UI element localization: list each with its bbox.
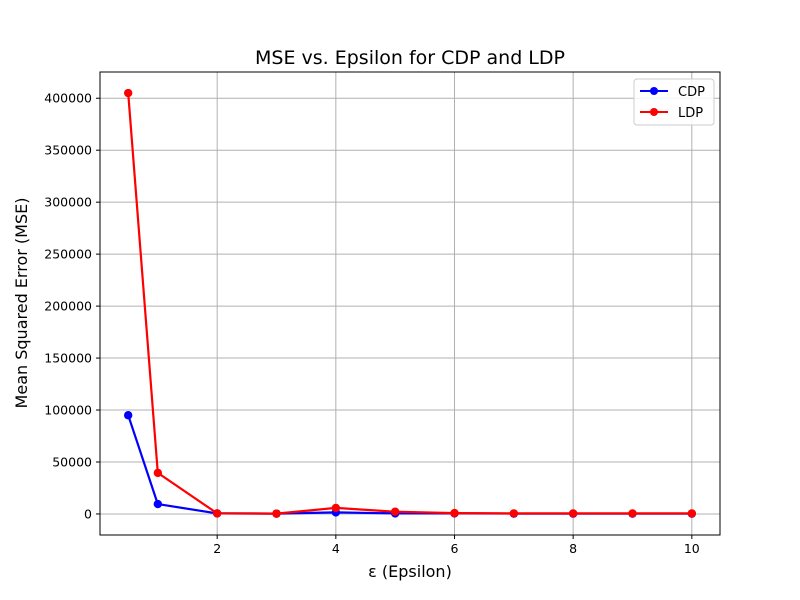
legend: CDP LDP xyxy=(633,78,715,126)
ldp-data-point xyxy=(123,88,133,98)
y-axis-title: Mean Squared Error (MSE) xyxy=(12,198,31,409)
grid-layer xyxy=(100,72,720,535)
ldp-data-point xyxy=(331,503,341,513)
plot-area-frame xyxy=(99,71,721,536)
ldp-data-point xyxy=(272,509,281,518)
ldp-data-point xyxy=(212,509,222,518)
y-tick-label: 300000 xyxy=(44,195,92,210)
chart-title: MSE vs. Epsilon for CDP and LDP xyxy=(255,47,565,69)
ldp-data-point xyxy=(568,509,578,518)
y-tick-label: 50000 xyxy=(52,454,92,469)
legend-cdp-marker xyxy=(650,87,658,95)
ldp-data-point xyxy=(153,468,163,478)
series-layer xyxy=(123,88,697,518)
y-tick-label: 200000 xyxy=(44,299,92,314)
y-tick-label: 350000 xyxy=(44,143,92,158)
legend-cdp-label: CDP xyxy=(678,85,705,100)
x-tick-label: 6 xyxy=(451,541,459,556)
legend-ldp-label: LDP xyxy=(678,106,703,121)
ldp-data-point xyxy=(450,508,459,518)
y-tick-label: 150000 xyxy=(44,351,92,366)
y-tick-label: 0 xyxy=(84,506,92,521)
x-tick-label: 2 xyxy=(213,541,221,556)
cdp-data-point xyxy=(123,411,133,420)
legend-ldp-marker xyxy=(650,108,658,116)
ldp-data-point xyxy=(687,509,697,518)
y-tick-label: 400000 xyxy=(44,91,92,106)
y-tick-label: 100000 xyxy=(44,403,92,418)
ldp-data-point xyxy=(390,507,400,516)
tick-layer: 2 4 6 8 10 0 50000 100000 150000 200000 250000 3000… xyxy=(44,91,700,556)
x-axis-title: ε (Epsilon) xyxy=(368,562,452,581)
ldp-data-point xyxy=(509,509,519,518)
x-tick-label: 4 xyxy=(332,541,340,556)
x-tick-label: 10 xyxy=(684,541,700,556)
y-tick-label: 250000 xyxy=(44,247,92,262)
cdp-data-point xyxy=(153,499,163,509)
x-tick-label: 8 xyxy=(569,541,577,556)
ldp-data-point xyxy=(628,509,637,518)
